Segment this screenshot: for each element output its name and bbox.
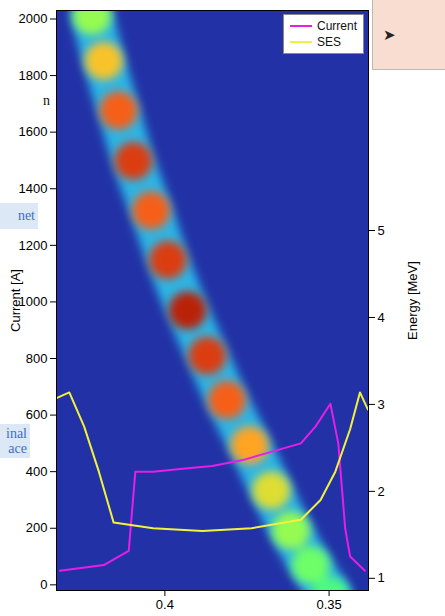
svg-text:1600: 1600 — [19, 124, 48, 139]
svg-text:0: 0 — [40, 577, 47, 592]
svg-text:3: 3 — [378, 397, 385, 412]
svg-text:5: 5 — [378, 223, 385, 238]
svg-text:2000: 2000 — [19, 11, 48, 26]
svg-text:1: 1 — [378, 570, 385, 585]
svg-text:1400: 1400 — [19, 181, 48, 196]
html-text:ace: ace — [8, 441, 27, 456]
svg-text:800: 800 — [26, 351, 48, 366]
html-text:inal: inal — [6, 426, 27, 441]
html-text:net: net — [17, 208, 35, 223]
html-text:Current: Current — [317, 19, 357, 33]
svg-text:400: 400 — [26, 464, 48, 479]
html-text:SES: SES — [317, 35, 341, 49]
svg-text:Energy [MeV]: Energy [MeV] — [405, 261, 420, 340]
svg-text:200: 200 — [26, 520, 48, 535]
svg-text:4: 4 — [378, 310, 385, 325]
svg-text:0.35: 0.35 — [316, 597, 341, 612]
svg-text:600: 600 — [26, 407, 48, 422]
html-text:n: n — [43, 93, 50, 108]
svg-text:1200: 1200 — [19, 237, 48, 252]
svg-text:0.4: 0.4 — [156, 597, 174, 612]
svg-text:2: 2 — [378, 484, 385, 499]
svg-text:1000: 1000 — [19, 294, 48, 309]
svg-text:1800: 1800 — [19, 68, 48, 83]
svg-text:Current [A]: Current [A] — [8, 269, 23, 332]
